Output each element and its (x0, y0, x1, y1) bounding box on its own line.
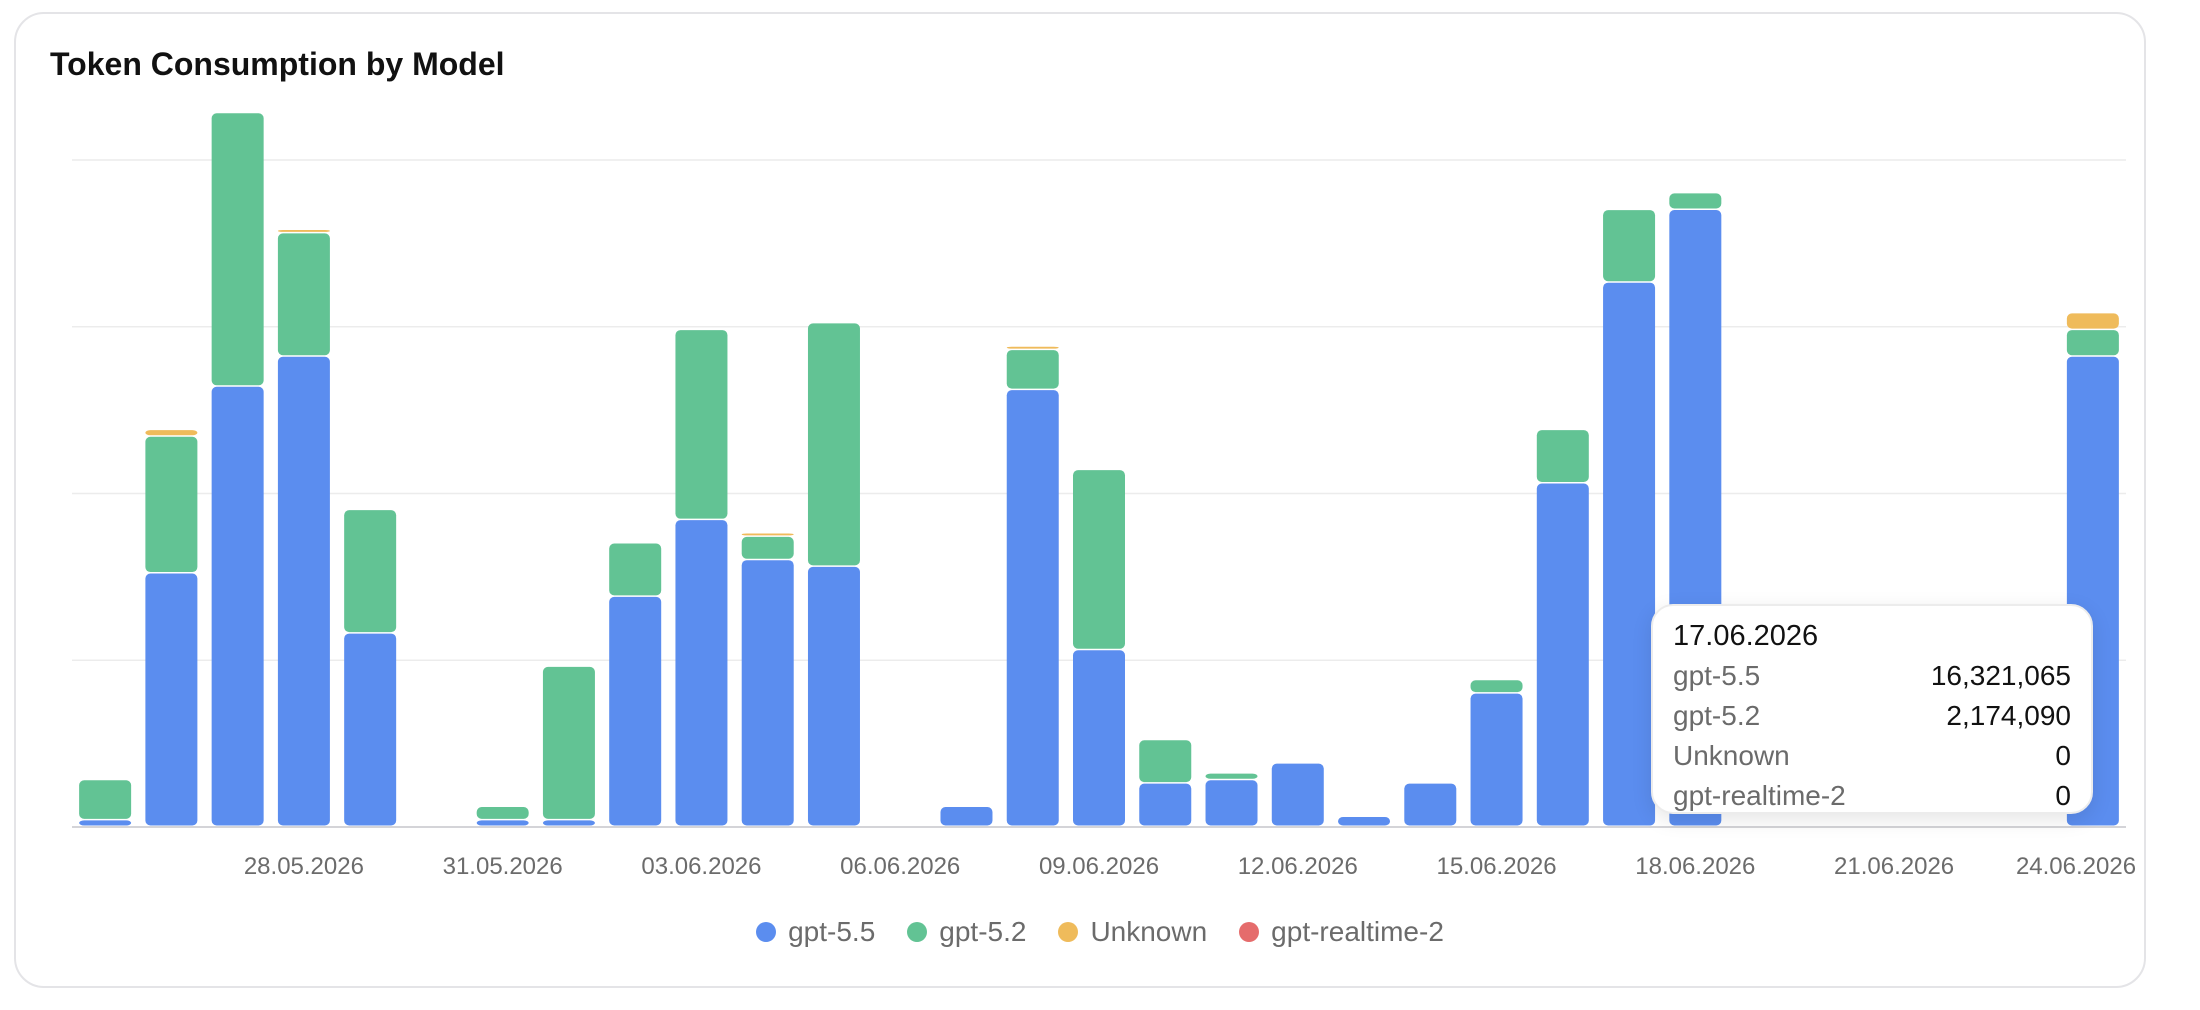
x-tick-label: 03.06.2026 (641, 853, 761, 880)
bar-segment-unknown[interactable] (741, 533, 794, 536)
bar-segment-gpt-5-5[interactable] (1006, 390, 1059, 826)
bar-segment-gpt-5-2[interactable] (741, 536, 794, 559)
bar-segment-gpt-5-5[interactable] (807, 566, 860, 826)
bar-segment-gpt-5-5[interactable] (1536, 483, 1589, 826)
bar-segment-gpt-5-2[interactable] (1603, 210, 1656, 282)
tooltip-series-name: gpt-5.5 (1673, 660, 1761, 691)
legend-dot-icon (756, 922, 777, 942)
bar-segment-gpt-5-2[interactable] (145, 436, 198, 573)
bars (79, 113, 2119, 826)
x-tick-label: 24.06.2026 (2016, 853, 2136, 880)
tooltip-series-value: 16,321,065 (1930, 660, 2071, 691)
bar-segment-gpt-5-5[interactable] (1338, 816, 1391, 826)
x-tick-label: 18.06.2026 (1635, 853, 1755, 880)
bar-segment-gpt-5-2[interactable] (2066, 330, 2119, 356)
bar-segment-gpt-5-2[interactable] (1139, 740, 1192, 783)
legend-item-unknown[interactable]: Unknown (1058, 916, 1207, 948)
x-tick-label: 12.06.2026 (1238, 853, 1358, 880)
bar-segment-gpt-5-5[interactable] (476, 820, 529, 826)
tooltip-series-name: gpt-5.2 (1673, 700, 1761, 731)
bar-segment-gpt-5-2[interactable] (542, 666, 595, 819)
tooltip-row: gpt-5.5 16,321,065 (1673, 656, 2071, 696)
tooltip-date: 17.06.2026 (1673, 620, 1819, 652)
legend-label: gpt-5.5 (788, 916, 876, 947)
tooltip-series-name: gpt-realtime-2 (1673, 780, 1846, 811)
x-axis: 28.05.2026 31.05.2026 03.06.2026 06.06.2026… (244, 853, 2136, 880)
bar-segment-gpt-5-5[interactable] (1404, 783, 1457, 826)
bar-segment-gpt-5-2[interactable] (1205, 773, 1258, 779)
legend-item-gpt-5-5[interactable]: gpt-5.5 (756, 916, 875, 948)
bar-segment-gpt-5-2[interactable] (211, 113, 264, 386)
bar-segment-gpt-5-2[interactable] (277, 233, 330, 356)
bar-segment-gpt-5-5[interactable] (542, 820, 595, 826)
legend-label: Unknown (1090, 916, 1208, 947)
bar-segment-gpt-5-5[interactable] (344, 633, 397, 826)
tooltip-row: gpt-5.2 2,174,090 (1673, 696, 2071, 736)
bar-segment-gpt-5-5[interactable] (940, 806, 993, 826)
legend: gpt-5.5 gpt-5.2 Unknown gpt-realtime-2 (0, 916, 2200, 948)
bar-segment-gpt-5-2[interactable] (675, 330, 728, 519)
bar-segment-gpt-5-5[interactable] (675, 520, 728, 826)
tooltip-series-value: 2,174,090 (1946, 700, 2071, 731)
bar-segment-unknown[interactable] (1006, 346, 1059, 349)
legend-dot-icon (1239, 922, 1260, 942)
bar-segment-gpt-5-2[interactable] (344, 510, 397, 633)
tooltip-series-name: Unknown (1673, 740, 1790, 771)
x-tick-label: 28.05.2026 (244, 853, 364, 880)
bar-segment-gpt-5-5[interactable] (277, 356, 330, 826)
tooltip-series-value: 0 (2055, 780, 2071, 811)
bar-segment-gpt-5-2[interactable] (1536, 430, 1589, 482)
legend-label: gpt-realtime-2 (1271, 916, 1444, 947)
bar-segment-gpt-5-5[interactable] (609, 596, 662, 826)
bar-segment-gpt-5-2[interactable] (1006, 350, 1059, 389)
bar-segment-gpt-5-2[interactable] (476, 806, 529, 819)
bar-segment-gpt-5-5[interactable] (741, 560, 794, 826)
legend-dot-icon (907, 922, 928, 942)
bar-segment-gpt-5-5[interactable] (211, 386, 264, 826)
bar-segment-gpt-5-5[interactable] (1470, 693, 1523, 826)
bar-segment-gpt-5-2[interactable] (79, 780, 132, 819)
tooltip-series-value: 0 (2055, 740, 2071, 771)
bar-segment-gpt-5-5[interactable] (1073, 650, 1125, 826)
bar-segment-gpt-5-2[interactable] (609, 543, 662, 596)
bar-segment-gpt-5-5[interactable] (79, 820, 132, 826)
chart-tooltip: 17.06.2026 gpt-5.5 16,321,065 gpt-5.2 2,… (1651, 604, 2093, 814)
bar-segment-gpt-5-5[interactable] (1271, 763, 1324, 826)
bar-segment-unknown[interactable] (2066, 313, 2119, 329)
x-tick-label: 15.06.2026 (1436, 853, 1556, 880)
bar-segment-gpt-5-5[interactable] (1205, 780, 1258, 826)
x-tick-label: 09.06.2026 (1039, 853, 1159, 880)
bar-segment-gpt-5-2[interactable] (1470, 680, 1523, 693)
bar-segment-gpt-5-5[interactable] (1603, 282, 1656, 826)
bar-segment-unknown[interactable] (145, 430, 198, 436)
x-tick-label: 06.06.2026 (840, 853, 960, 880)
bar-segment-gpt-5-5[interactable] (145, 573, 198, 826)
bar-segment-unknown[interactable] (277, 230, 330, 232)
bar-segment-gpt-5-2[interactable] (1669, 193, 1722, 209)
bar-segment-gpt-5-5[interactable] (1139, 783, 1192, 826)
bar-segment-gpt-5-2[interactable] (1073, 470, 1125, 649)
chart-title: Token Consumption by Model (50, 46, 505, 82)
legend-item-gpt-5-2[interactable]: gpt-5.2 (907, 916, 1026, 948)
tooltip-row: Unknown 0 (1673, 736, 2071, 776)
legend-item-gpt-realtime-2[interactable]: gpt-realtime-2 (1239, 916, 1444, 948)
x-tick-label: 31.05.2026 (443, 853, 563, 880)
legend-label: gpt-5.2 (939, 916, 1027, 947)
tooltip-row: gpt-realtime-2 0 (1673, 776, 2071, 816)
bar-segment-gpt-5-2[interactable] (807, 323, 860, 566)
legend-dot-icon (1058, 922, 1079, 942)
x-tick-label: 21.06.2026 (1834, 853, 1954, 880)
